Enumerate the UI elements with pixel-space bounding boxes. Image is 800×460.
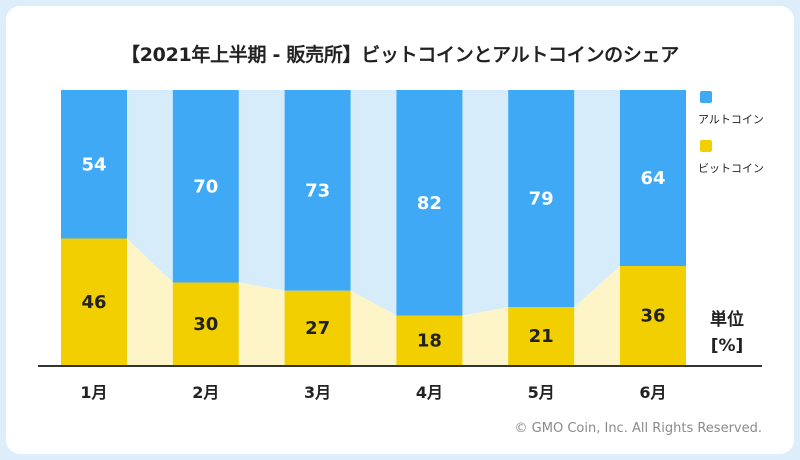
bar-altcoin (284, 90, 351, 291)
data-labels: 54 46 70 30 73 27 82 18 79 21 64 36 (81, 154, 665, 351)
x-tick-label: 2月 (192, 383, 219, 402)
x-axis-ticks: 1月 2月 3月 4月 5月 6月 (80, 383, 666, 402)
altcoin-connector-band (574, 90, 620, 308)
bar-altcoin (61, 90, 127, 239)
data-label-altcoin: 54 (81, 154, 106, 175)
x-tick-label: 3月 (304, 383, 331, 402)
bar-bitcoin (172, 282, 239, 365)
unit-label: 単位 (710, 309, 744, 330)
connector-bands (127, 90, 620, 365)
bar-altcoin (172, 90, 239, 283)
legend-swatch-altcoin (700, 91, 712, 103)
data-label-bitcoin: 36 (640, 306, 665, 327)
bitcoin-connector-band (350, 290, 397, 365)
bar-bitcoin (396, 315, 463, 365)
altcoin-connector-band (238, 90, 285, 291)
legend: アルトコイン ビットコイン (698, 91, 764, 175)
data-label-altcoin: 70 (193, 176, 218, 197)
copyright-notice: © GMO Coin, Inc. All Rights Reserved. (514, 421, 762, 436)
altcoin-connector-band (127, 90, 173, 283)
legend-label-altcoin: アルトコイン (698, 113, 764, 126)
bitcoin-connector-band (238, 282, 285, 365)
bitcoin-connector-band (574, 266, 620, 365)
x-tick-label: 6月 (639, 383, 666, 402)
data-label-bitcoin: 21 (529, 326, 554, 347)
data-label-altcoin: 64 (640, 168, 665, 189)
altcoin-connector-band (350, 90, 397, 316)
bitcoin-connector-band (462, 307, 509, 365)
bar-bitcoin (508, 307, 575, 365)
data-label-altcoin: 79 (529, 189, 554, 210)
data-label-altcoin: 73 (305, 180, 330, 201)
bitcoin-connector-band (127, 238, 173, 365)
data-label-bitcoin: 18 (417, 330, 442, 351)
bars (61, 90, 686, 365)
bar-bitcoin (61, 238, 127, 365)
bar-altcoin (508, 90, 575, 308)
altcoin-connector-band (462, 90, 509, 316)
data-label-bitcoin: 30 (193, 314, 218, 335)
bar-bitcoin (620, 266, 686, 365)
chart-title: 【2021年上半期 - 販売所】ビットコインとアルトコインのシェア (121, 44, 679, 66)
x-tick-label: 1月 (80, 383, 107, 402)
legend-swatch-bitcoin (700, 140, 712, 152)
legend-label-bitcoin: ビットコイン (698, 162, 764, 175)
data-label-bitcoin: 27 (305, 318, 330, 339)
unit-value: [%] (711, 336, 744, 356)
x-tick-label: 5月 (528, 383, 555, 402)
x-tick-label: 4月 (416, 383, 443, 402)
data-label-bitcoin: 46 (81, 292, 106, 313)
data-label-altcoin: 82 (417, 193, 442, 214)
bar-bitcoin (284, 290, 351, 365)
bar-altcoin (620, 90, 686, 266)
bar-altcoin (396, 90, 463, 316)
